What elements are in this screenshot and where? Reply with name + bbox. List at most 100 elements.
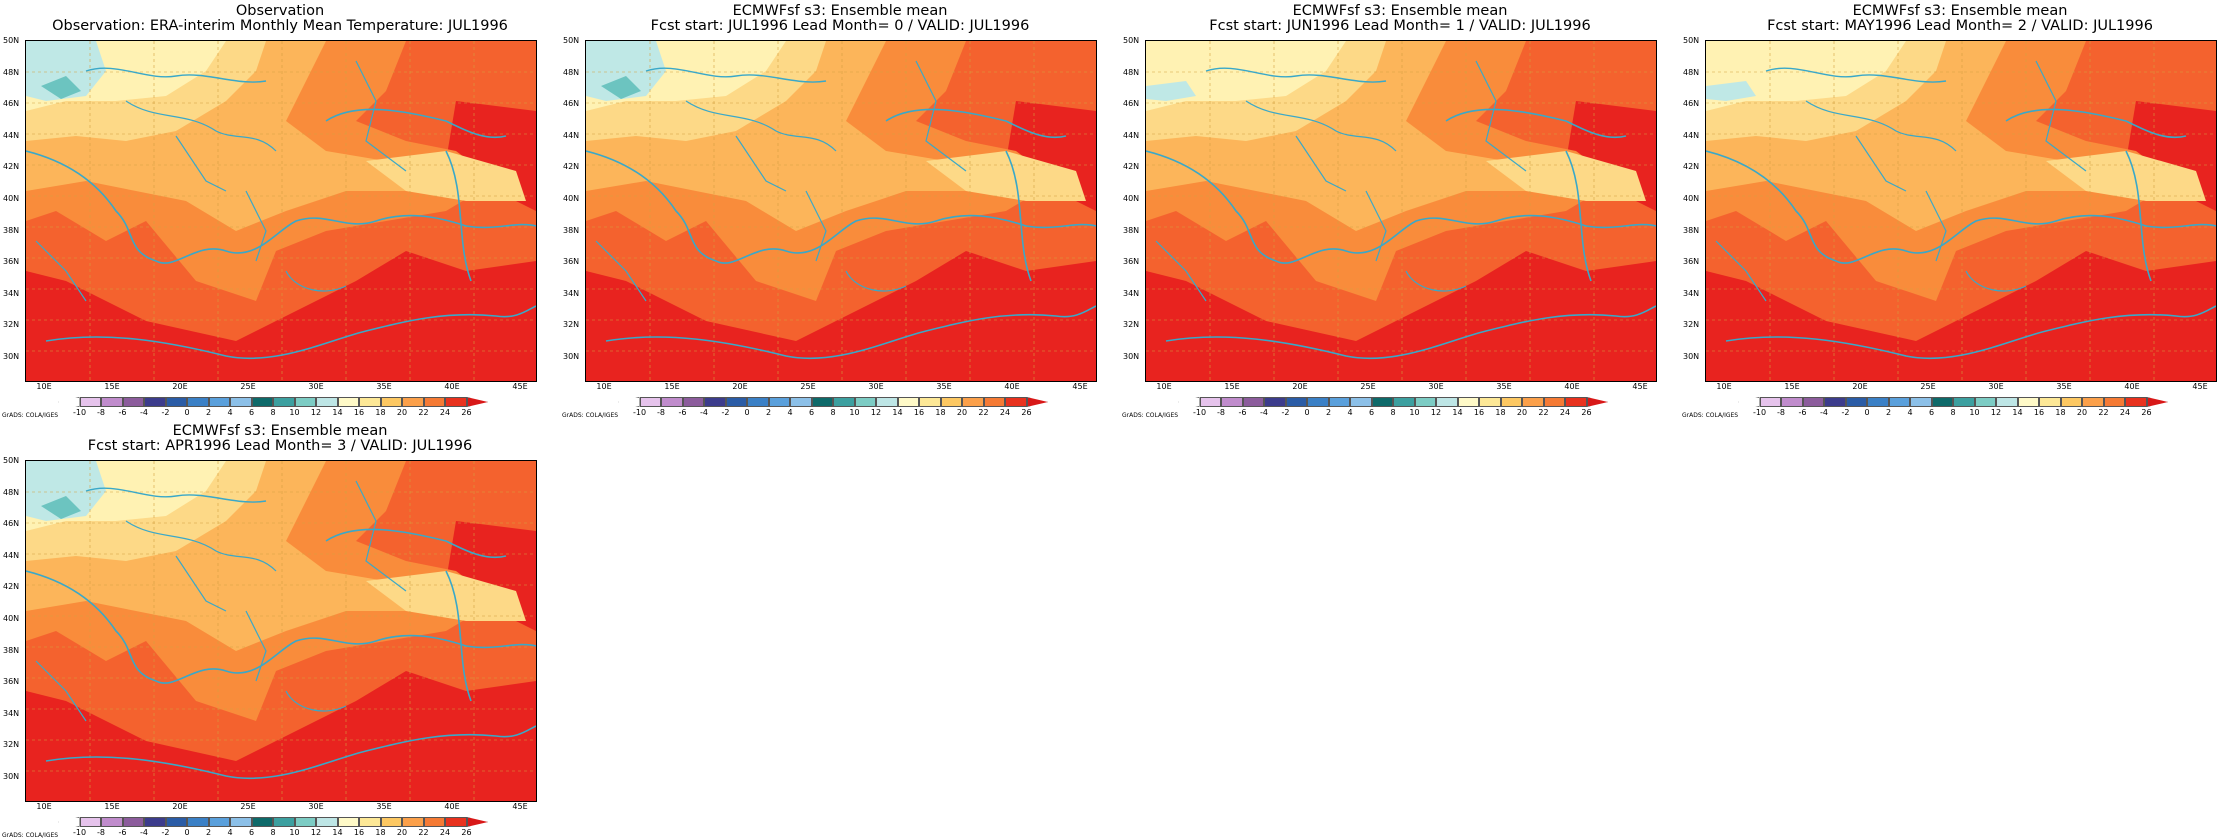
colorbar-swatch: [1888, 397, 1910, 407]
lat-tick-label: 44N: [563, 130, 580, 140]
colorbar-tick: 2: [765, 408, 772, 417]
lat-tick-label: 42N: [563, 162, 580, 172]
colorbar-swatch: [423, 817, 445, 827]
lon-tick-label: 30E: [1988, 382, 2004, 391]
colorbar-swatch: [402, 397, 424, 407]
colorbar-swatch: [466, 817, 488, 827]
colorbar-tick: 22: [418, 408, 429, 417]
lon-tick-label: 20E: [732, 382, 748, 391]
lat-tick-label: 48N: [1683, 67, 1700, 77]
lon-tick-label: 10E: [36, 802, 52, 811]
colorbar-tick: 26: [461, 408, 472, 417]
colorbar-tick: 2: [1325, 408, 1332, 417]
lat-tick-label: 36N: [3, 677, 20, 687]
lon-tick-label: 15E: [1224, 382, 1240, 391]
colorbar-swatch: [1910, 397, 1932, 407]
lat-tick-label: 30N: [563, 352, 580, 361]
colorbar-tick: 4: [1907, 408, 1913, 417]
colorbar-swatch: [747, 397, 769, 407]
colorbar-tick: 16: [913, 408, 925, 417]
lon-tick-label: 25E: [240, 802, 256, 811]
lon-tick-label: 15E: [104, 382, 120, 391]
colorbar-tick: 24: [2119, 408, 2131, 417]
colorbar-swatch: [273, 397, 295, 407]
colorbar-swatch: [704, 397, 726, 407]
colorbar-tick: 22: [978, 408, 989, 417]
colorbar-swatch: [1026, 397, 1048, 407]
map-panel-2: ECMWFsf s3: Ensemble mean Fcst start: JUN…: [1120, 0, 1680, 420]
colorbar-tick: -4: [140, 408, 148, 417]
colorbar-swatch: [790, 397, 812, 407]
colorbar-tick: 10: [289, 828, 300, 837]
lon-tick-label: 40E: [1564, 382, 1580, 391]
colorbar-tick: -10: [632, 408, 647, 417]
lat-tick-label: 46N: [1683, 99, 1700, 109]
colorbar-tick: 16: [353, 408, 365, 417]
colorbar-swatch: [983, 397, 1005, 407]
grads-credit: GrADS: COLA/IGES: [2, 832, 59, 839]
colorbar-tick: -2: [1281, 408, 1290, 417]
colorbar-swatch: [1759, 397, 1781, 407]
colorbar-tick: 14: [892, 408, 903, 417]
colorbar-swatch: [144, 817, 166, 827]
colorbar-swatch: [1867, 397, 1889, 407]
lat-tick-label: 48N: [3, 487, 20, 497]
lat-tick-label: 40N: [563, 194, 580, 203]
colorbar-tick: 6: [808, 408, 815, 417]
colorbar-tick: 4: [1347, 408, 1353, 417]
colorbar-swatch: [768, 397, 790, 407]
colorbar-swatch: [79, 817, 101, 827]
lat-tick-label: 40N: [3, 194, 20, 203]
colorbar-swatch: [1974, 397, 1996, 407]
colorbar-tick: 12: [870, 408, 882, 417]
colorbar-tick: 14: [1452, 408, 1463, 417]
colorbar-swatch: [897, 397, 919, 407]
lat-tick-label: 46N: [1123, 99, 1140, 109]
colorbar-swatch: [187, 397, 209, 407]
colorbar-swatch: [58, 397, 80, 407]
temperature-map: [585, 40, 1097, 382]
lon-tick-label: 25E: [1360, 382, 1376, 391]
colorbar-tick: 24: [999, 408, 1011, 417]
colorbar-tick: 0: [1864, 408, 1870, 417]
lat-tick-label: 32N: [1123, 320, 1140, 330]
lat-tick-label: 32N: [563, 320, 580, 330]
colorbar-swatch: [208, 817, 230, 827]
colorbar-swatch: [316, 817, 338, 827]
lat-tick-label: 44N: [3, 550, 20, 560]
lon-tick-label: 10E: [596, 382, 612, 391]
colorbar-tick: -6: [118, 408, 127, 417]
colorbar-tick: 2: [205, 408, 212, 417]
colorbar-swatch: [316, 397, 338, 407]
lat-tick-label: 50N: [563, 36, 580, 45]
colorbar-tick: 26: [1581, 408, 1592, 417]
colorbar-tick: 24: [439, 408, 451, 417]
lat-tick-label: 46N: [3, 519, 20, 529]
lon-tick-label: 40E: [444, 382, 460, 391]
colorbar-tick: -4: [700, 408, 708, 417]
lat-tick-label: 50N: [3, 36, 20, 45]
colorbar-swatch: [2103, 397, 2125, 407]
colorbar-swatch: [1221, 397, 1243, 407]
colorbar-swatch: [294, 817, 316, 827]
colorbar-swatch: [144, 397, 166, 407]
colorbar-tick: 8: [270, 408, 276, 417]
lon-tick-label: 20E: [172, 802, 188, 811]
colorbar-swatch: [2125, 397, 2147, 407]
colorbar-swatch: [380, 817, 402, 827]
colorbar-swatch: [1307, 397, 1329, 407]
lon-tick-label: 10E: [36, 382, 52, 391]
colorbar-tick: 22: [2098, 408, 2109, 417]
colorbar: -10 -8 -6 -4 -2 0 2 4 6 8 10 12 14 16 18 20 22 24 26: [58, 397, 488, 417]
colorbar-tick: -8: [1777, 408, 1785, 417]
colorbar-swatch: [1371, 397, 1393, 407]
colorbar-tick: 20: [2076, 408, 2088, 417]
colorbar-swatch: [1845, 397, 1867, 407]
colorbar-tick: 20: [956, 408, 968, 417]
colorbar-swatch: [1005, 397, 1027, 407]
colorbar-tick: -6: [678, 408, 687, 417]
lon-tick-label: 45E: [512, 802, 528, 811]
lat-tick-label: 50N: [1683, 36, 1700, 45]
colorbar-swatch: [380, 397, 402, 407]
lon-tick-label: 10E: [1716, 382, 1732, 391]
